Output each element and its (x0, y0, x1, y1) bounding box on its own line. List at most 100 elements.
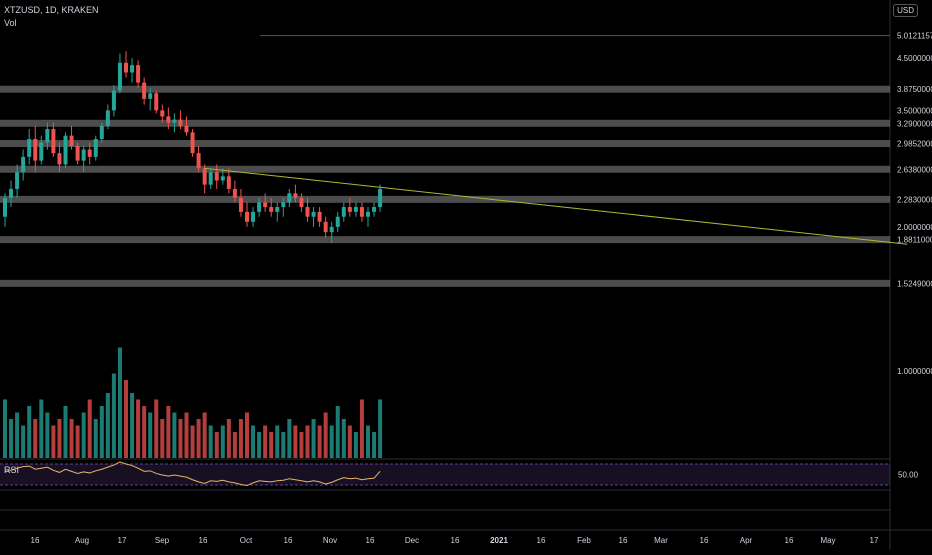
rsi-band (0, 464, 890, 485)
volume-bar (341, 419, 346, 458)
volume-bar (214, 432, 219, 458)
candle-body (9, 188, 14, 198)
volume-bar (293, 425, 298, 458)
volume-bar (257, 432, 262, 458)
support-zone (0, 165, 890, 173)
volume-bar (172, 412, 177, 458)
volume-bar (130, 393, 135, 458)
candle-body (87, 149, 92, 157)
volume-bar (39, 399, 44, 458)
candle-body (57, 153, 62, 165)
volume-bar (372, 432, 377, 458)
candle-body (93, 139, 98, 157)
volume-bar (232, 432, 237, 458)
time-tick-label: May (820, 536, 835, 545)
volume-bar (111, 373, 116, 458)
candle-body (184, 125, 189, 133)
candle-body (178, 119, 183, 126)
volume-bar (190, 425, 195, 458)
candle-body (15, 172, 20, 189)
rsi-level-label: 50.00 (898, 471, 919, 480)
volume-bar (202, 412, 207, 458)
support-zone (0, 279, 890, 287)
support-zone (0, 85, 890, 93)
candle-body (220, 176, 225, 181)
price-tick-label: 1.00000000 (897, 367, 932, 376)
candle-body (341, 207, 346, 217)
candle-body (347, 207, 352, 212)
volume-bar (93, 419, 98, 458)
price-tick-label: 3.87500000 (897, 85, 932, 94)
symbol-title: XTZUSD, 1D, KRAKEN (4, 5, 99, 15)
candle-body (323, 221, 328, 233)
time-tick-label: 16 (366, 536, 375, 545)
volume-bar (154, 399, 159, 458)
candle-body (281, 202, 286, 208)
currency-button[interactable]: USD (893, 4, 918, 17)
time-tick-label: 16 (537, 536, 546, 545)
price-tick-label: 4.50000000 (897, 54, 932, 63)
time-tick-label: 16 (619, 536, 628, 545)
volume-bar (287, 419, 292, 458)
time-tick-label: Mar (654, 536, 668, 545)
price-axis[interactable] (890, 0, 932, 550)
candle-body (39, 142, 44, 161)
volume-bar (124, 380, 128, 458)
volume-label: Vol (4, 18, 17, 28)
time-tick-label: Aug (75, 536, 89, 545)
candle-body (136, 65, 141, 83)
volume-bar (33, 419, 38, 458)
time-tick-label: 17 (870, 536, 879, 545)
volume-bar (245, 412, 249, 458)
time-tick-label: 17 (118, 536, 127, 545)
candle-body (190, 132, 195, 154)
candle-body (257, 202, 262, 212)
candle-body (148, 93, 153, 99)
candle-body (33, 139, 38, 161)
candle-body (99, 125, 104, 140)
volume-bar (87, 399, 92, 458)
candle-body (51, 129, 56, 154)
candle-body (21, 156, 26, 173)
volume-bar (81, 412, 86, 458)
volume-bar (366, 425, 370, 458)
volume-bar (208, 425, 213, 458)
rsi-line (4, 461, 381, 487)
time-tick-label: 16 (284, 536, 293, 545)
price-tick-label: 2.98520000 (897, 140, 932, 149)
volume-bar (45, 412, 50, 458)
support-zone (0, 236, 890, 244)
volume-bar (178, 419, 183, 458)
candle-body (63, 135, 68, 165)
volume-bar (105, 393, 110, 458)
candle-body (311, 211, 316, 217)
candle-body (226, 176, 231, 189)
price-tick-label: 5.01211570 (897, 32, 932, 41)
volume-bar (238, 419, 243, 458)
time-tick-label: 16 (199, 536, 208, 545)
candle-body (245, 211, 249, 222)
time-tick-label: Oct (240, 536, 253, 545)
volume-bar (99, 406, 104, 458)
candle-body (305, 207, 310, 217)
candle-body (214, 172, 219, 181)
trendline[interactable] (204, 167, 908, 245)
candle-body (251, 211, 256, 222)
volume-bar (69, 419, 74, 458)
candle-body (105, 110, 110, 126)
price-tick-label: 2.63800000 (897, 165, 932, 174)
volume-bar (299, 432, 304, 458)
volume-bar (347, 425, 352, 458)
volume-bar (63, 406, 68, 458)
candle-body (287, 193, 292, 203)
time-tick-label: 16 (785, 536, 794, 545)
volume-bar (184, 412, 189, 458)
candle-body (366, 211, 370, 217)
candle-body (160, 110, 165, 117)
price-tick-label: 3.29000000 (897, 119, 932, 128)
candle-body (378, 188, 383, 208)
price-tick-label: 2.28300000 (897, 195, 932, 204)
candle-body (27, 139, 32, 157)
